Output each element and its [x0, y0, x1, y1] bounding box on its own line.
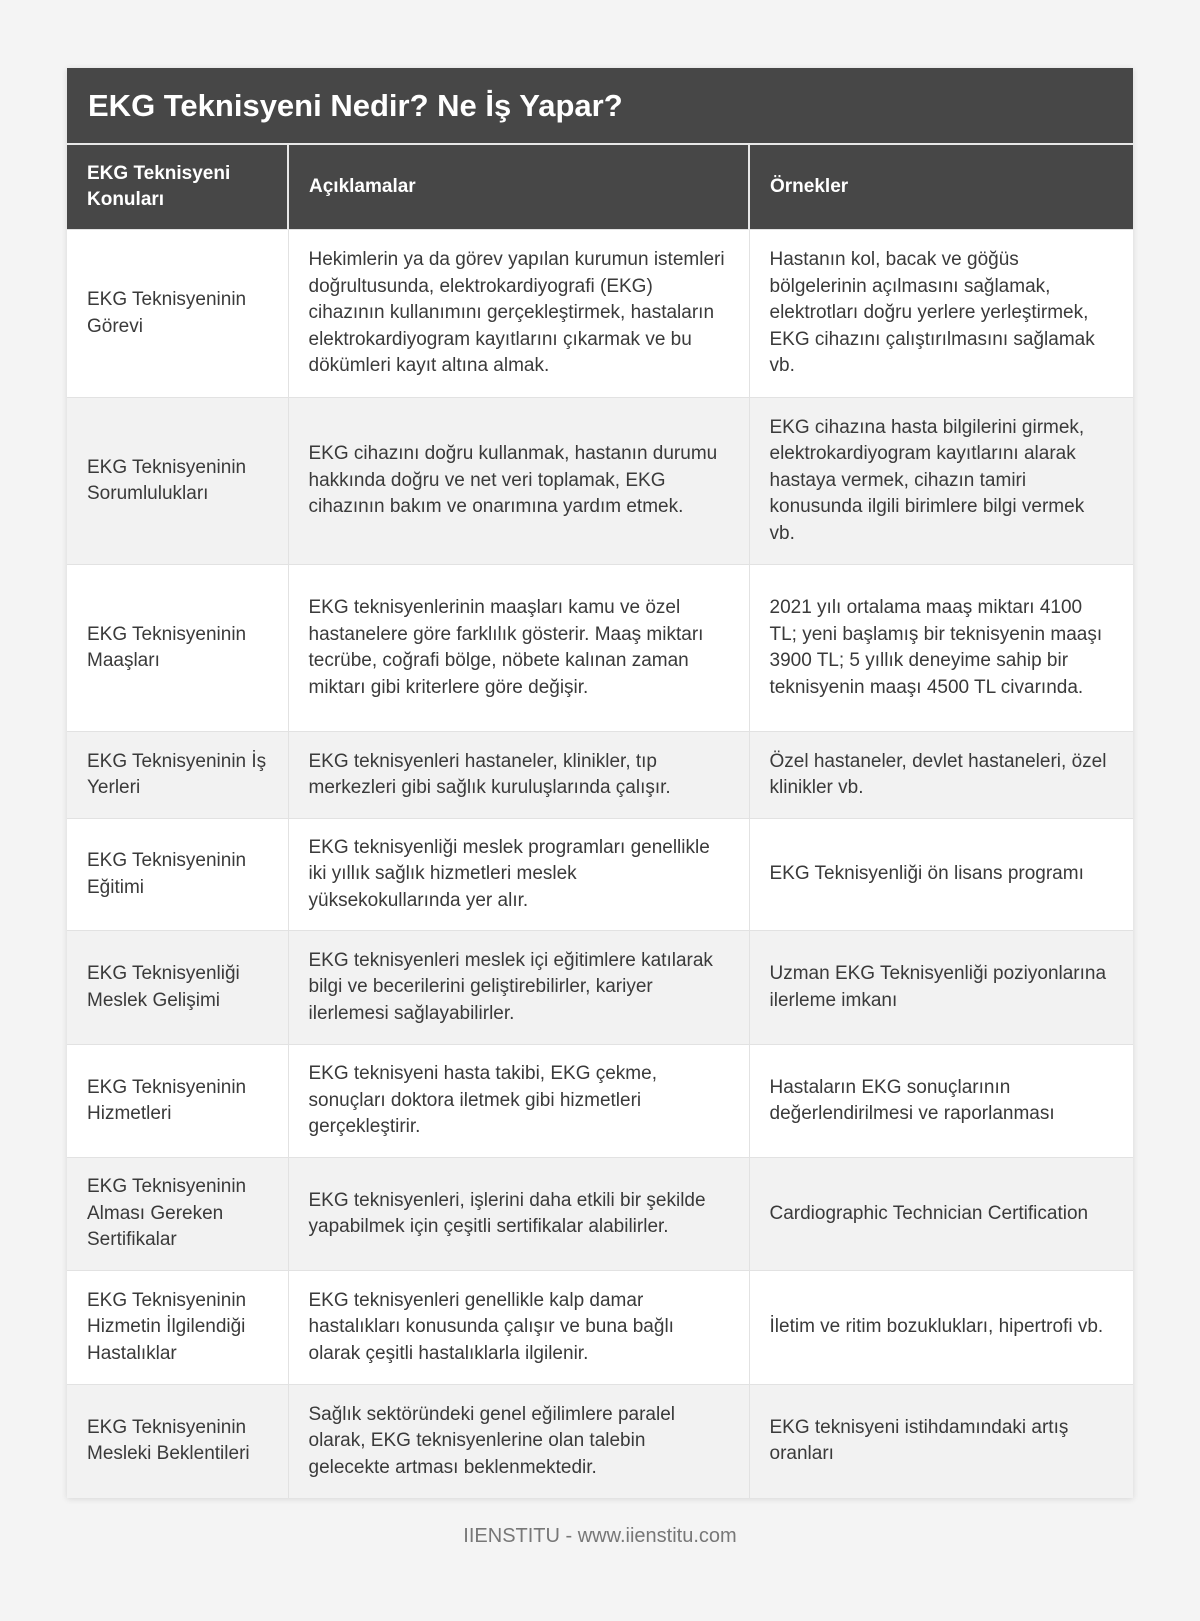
cell-description: EKG teknisyenleri hastaneler, klinikler,… — [288, 731, 750, 819]
table-row: EKG Teknisyeninin İş Yerleri EKG teknisye… — [67, 731, 1133, 819]
cell-topic: EKG Teknisyeninin Maaşları — [67, 564, 289, 732]
cell-example: Hastanın kol, bacak ve göğüs bölgelerini… — [749, 229, 1133, 398]
cell-description: EKG teknisyenlerinin maaşları kamu ve öz… — [288, 564, 750, 732]
cell-description: EKG teknisyenleri genellikle kalp damar … — [288, 1270, 750, 1385]
cell-topic: EKG Teknisyeninin Hizmetin İlgilendiği H… — [67, 1270, 289, 1385]
cell-example: EKG teknisyeni istihdamındaki artış oran… — [749, 1384, 1133, 1498]
table-title: EKG Teknisyeni Nedir? Ne İş Yapar? — [67, 68, 1133, 145]
cell-description: EKG teknisyenleri meslek içi eğitimlere … — [288, 930, 750, 1045]
cell-description: EKG teknisyeni hasta takibi, EKG çekme, … — [288, 1044, 750, 1158]
cell-topic: EKG Teknisyeninin Sorumlulukları — [67, 397, 289, 565]
column-header-descriptions: Açıklamalar — [288, 145, 750, 230]
cell-topic: EKG Teknisyeninin Görevi — [67, 229, 289, 398]
column-header-examples: Örnekler — [749, 145, 1133, 230]
cell-example: EKG cihazına hasta bilgilerini girmek, e… — [749, 397, 1133, 565]
cell-topic: EKG Teknisyenliği Meslek Gelişimi — [67, 930, 289, 1045]
table-row: EKG Teknisyeninin Maaşları EKG teknisyenl… — [67, 564, 1133, 732]
cell-description: EKG teknisyenleri, işlerini daha etkili … — [288, 1157, 750, 1271]
table-row: EKG Teknisyeninin Sorumlulukları EKG ciha… — [67, 397, 1133, 565]
table-row: EKG Teknisyeninin Hizmetleri EKG teknisye… — [67, 1044, 1133, 1158]
cell-example: Hastaların EKG sonuçlarının değerlendiri… — [749, 1044, 1133, 1158]
info-table: EKG Teknisyeni Konuları Açıklamalar Örne… — [67, 145, 1133, 1498]
cell-description: EKG cihazını doğru kullanmak, hastanın d… — [288, 397, 750, 565]
cell-example: Cardiographic Technician Certification — [749, 1157, 1133, 1271]
table-row: EKG Teknisyeninin Hizmetin İlgilendiği H… — [67, 1270, 1133, 1385]
cell-topic: EKG Teknisyeninin Eğitimi — [67, 818, 289, 931]
cell-example: Uzman EKG Teknisyenliği poziyonlarına il… — [749, 930, 1133, 1045]
cell-topic: EKG Teknisyeninin Mesleki Beklentileri — [67, 1384, 289, 1498]
table-row: EKG Teknisyenliği Meslek Gelişimi EKG tek… — [67, 930, 1133, 1045]
cell-topic: EKG Teknisyeninin İş Yerleri — [67, 731, 289, 819]
table-row: EKG Teknisyeninin Eğitimi EKG teknisyenli… — [67, 818, 1133, 931]
cell-example: EKG Teknisyenliği ön lisans programı — [749, 818, 1133, 931]
table-row: EKG Teknisyeninin Alması Gereken Sertifi… — [67, 1157, 1133, 1271]
table-row: EKG Teknisyeninin Görevi Hekimlerin ya da… — [67, 229, 1133, 398]
footer-credit: IIENSTITU - www.iienstitu.com — [463, 1525, 737, 1547]
cell-description: Hekimlerin ya da görev yapılan kurumun i… — [288, 229, 750, 398]
table-row: EKG Teknisyeninin Mesleki Beklentileri Sa… — [67, 1384, 1133, 1498]
info-table-card: EKG Teknisyeni Nedir? Ne İş Yapar? EKG T… — [67, 68, 1133, 1498]
cell-example: İletim ve ritim bozuklukları, hipertrofi… — [749, 1270, 1133, 1385]
cell-description: Sağlık sektöründeki genel eğilimlere par… — [288, 1384, 750, 1498]
cell-topic: EKG Teknisyeninin Alması Gereken Sertifi… — [67, 1157, 289, 1271]
cell-description: EKG teknisyenliği meslek programları gen… — [288, 818, 750, 931]
cell-example: 2021 yılı ortalama maaş miktarı 4100 TL;… — [749, 564, 1133, 732]
column-header-topics: EKG Teknisyeni Konuları — [67, 145, 289, 230]
cell-example: Özel hastaneler, devlet hastaneleri, öze… — [749, 731, 1133, 819]
header-row: EKG Teknisyeni Konuları Açıklamalar Örne… — [67, 145, 1133, 230]
cell-topic: EKG Teknisyeninin Hizmetleri — [67, 1044, 289, 1158]
